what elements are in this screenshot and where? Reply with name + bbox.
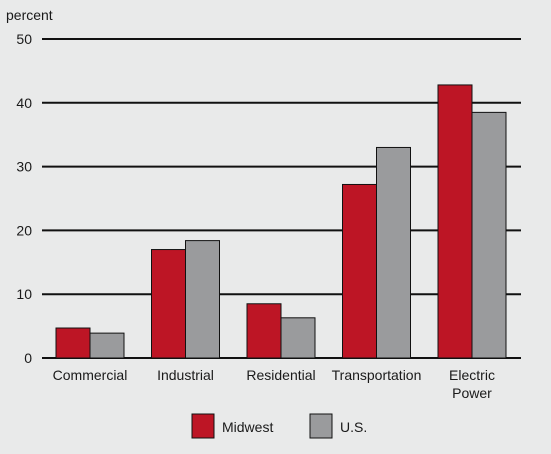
- x-tick-label: Power: [452, 385, 492, 401]
- y-tick-label: 0: [24, 350, 32, 366]
- bars: [55, 84, 507, 359]
- bar-midwest-commercial: [55, 327, 91, 359]
- y-tick-label: 20: [16, 222, 32, 238]
- x-tick-label: Industrial: [157, 367, 214, 383]
- x-tick-labels: Commercial Industrial Residential Transport…: [53, 367, 495, 401]
- y-tick-label: 30: [16, 159, 32, 175]
- x-tick-label: Residential: [246, 367, 315, 383]
- bar-midwest-electric-power: [437, 84, 473, 359]
- bar-us-electric-power: [471, 111, 507, 359]
- y-tick-label: 40: [16, 95, 32, 111]
- y-tick-label: 10: [16, 286, 32, 302]
- legend-swatch: [191, 413, 215, 439]
- bar-us-industrial: [185, 240, 220, 359]
- bar-us-transportation: [376, 146, 411, 359]
- bar-midwest-transportation: [342, 183, 377, 359]
- bar-midwest-industrial: [151, 249, 186, 359]
- x-tick-label: Electric: [449, 367, 495, 383]
- x-tick-label: Commercial: [53, 367, 128, 383]
- legend-label: Midwest: [222, 419, 273, 435]
- legend: Midwest U.S.: [191, 413, 367, 439]
- legend-label: U.S.: [340, 419, 367, 435]
- x-tick-label: Transportation: [332, 367, 422, 383]
- bar-us-residential: [280, 317, 316, 359]
- y-tick-labels: 0 10 20 30 40 50: [16, 31, 32, 366]
- y-tick-label: 50: [16, 31, 32, 47]
- bar-us-commercial: [89, 332, 125, 359]
- y-axis-title: percent: [6, 7, 53, 23]
- bar-midwest-residential: [246, 303, 282, 359]
- legend-swatch: [309, 413, 333, 439]
